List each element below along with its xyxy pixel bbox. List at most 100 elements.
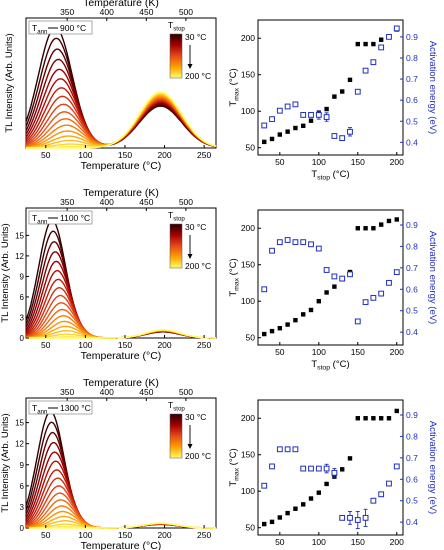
tl-ytick-label: 3 [20,313,25,322]
tmax-point [277,326,283,331]
activation-energy-point [292,446,299,453]
act-ytick-left-label: 200 [241,413,255,423]
activation-panel: 50 100 150 200501001502000.40.50.60.70.80.9… [228,399,438,550]
activation-energy-point [347,271,353,278]
activation-energy-point [315,245,322,252]
tl-xtick-label: 50 [41,150,51,160]
tl-top-axis-title: Temperature (K) [83,0,159,9]
tmax-point [277,132,283,137]
tl-panel: 50 100 150 200 250 350 400 450 500 0 3 6 9 12 15 Temper… [0,377,217,550]
act-y-right-axis-title: Activation energy (eV) [427,231,438,324]
tmax-point [293,317,298,323]
tmax-point [371,416,376,421]
act-ytick-right-label: 0.6 [406,95,418,105]
tl-xtick-label: 150 [118,530,132,540]
tmax-point [308,118,314,123]
tmax-point [285,322,290,327]
act-ytick-left-label: 50 [246,333,256,343]
tmax-point [355,41,360,47]
activation-energy-point [378,491,385,498]
act-xtick-label: 150 [351,537,365,547]
act-ytick-right-label: 0.6 [406,474,418,484]
tstop-colorbar [169,223,183,269]
tmax-point [277,515,283,520]
activation-energy-point [315,465,322,472]
tl-topxtick-label: 350 [60,7,74,17]
activation-energy-point [284,103,291,110]
activation-energy-point [362,299,369,306]
activation-energy-point [276,107,283,114]
tl-topxtick-label: 500 [179,197,193,207]
tl-xtick-label: 250 [197,150,211,160]
tl-ytick-label: 6 [20,293,25,302]
act-ytick-right-label: 0.6 [406,284,418,294]
tl-panel: 50 100 150 200 250 350 400 450 500 Temperature (°… [4,0,217,172]
tmax-point [332,94,337,99]
act-xtick-label: 150 [351,347,365,357]
tmax-point [324,290,329,295]
tl-ytick-label: 15 [15,419,24,428]
act-ytick-left-label: 200 [241,223,255,233]
activation-plot-frame [257,209,404,346]
tl-xtick-label: 100 [78,150,92,160]
act-y-left-axis-title: Tmax (°C) [228,68,241,106]
activation-energy-point [393,25,400,32]
tl-x-axis-title: Temperature (°C) [81,160,162,172]
activation-energy-point [276,446,283,453]
activation-energy-point [386,480,392,487]
tstop-colorbar [169,413,183,459]
colorbar-top-label: 30 °C [185,222,206,232]
tmax-point [355,416,360,421]
act-xtick-label: 100 [312,157,326,167]
activation-energy-point [308,465,314,472]
tl-xtick-label: 100 [78,340,92,350]
tmax-point [269,328,275,334]
act-ytick-left-label: 50 [246,523,256,533]
act-xtick-label: 50 [275,347,285,357]
tmax-point [394,408,399,414]
activation-energy-point [300,239,307,246]
tann-legend-value: 1100 °C [60,213,90,223]
tmax-point [378,416,384,421]
activation-energy-point [331,133,338,139]
tl-ytick-label: 9 [20,461,25,470]
tmax-point [262,139,267,145]
act-ytick-left-label: 100 [241,486,255,496]
act-x-axis-title: Tstop (°C) [311,359,349,372]
activation-energy-point [393,269,400,276]
tmax-point [301,502,306,507]
tann-legend: Tann 1300 °C [28,400,93,416]
tmax-point [347,77,353,83]
tl-ytick-label: 0 [20,524,25,533]
activation-energy-point [354,88,361,95]
tl-topxtick-label: 450 [139,7,153,17]
activation-energy-point [370,497,377,504]
tmax-point [363,416,368,421]
activation-energy-point [323,465,330,472]
act-ytick-right-label: 0.9 [406,32,418,42]
tmax-point [285,510,290,516]
tl-xtick-label: 100 [78,530,92,540]
tann-legend-symbol: Tann [32,213,47,226]
activation-energy-point [269,247,275,254]
tl-ytick-label: 9 [20,272,25,281]
tl-topxtick-label: 450 [139,197,153,207]
act-ytick-left-label: 150 [241,450,255,460]
activation-energy-point [347,128,353,135]
tann-legend: Tann 1100 °C [28,210,93,226]
tl-ytick-label: 0 [20,334,25,343]
tmax-point [324,106,329,112]
activation-energy-point [362,67,369,74]
colorbar-arrow-head [187,64,193,69]
tl-x-axis-title: Temperature (°C) [81,540,162,550]
activation-energy-point [292,239,299,246]
tstop-colorbar [169,33,183,79]
tl-top-axis-title: Temperature (K) [83,377,159,389]
activation-energy-point [315,112,322,118]
tl-topxtick-label: 500 [179,7,193,17]
act-xtick-label: 200 [390,157,404,167]
act-ytick-left-label: 200 [241,33,255,43]
activation-energy-point [261,482,268,489]
act-ytick-right-label: 0.9 [406,410,418,420]
act-ytick-right-label: 0.4 [406,327,418,337]
